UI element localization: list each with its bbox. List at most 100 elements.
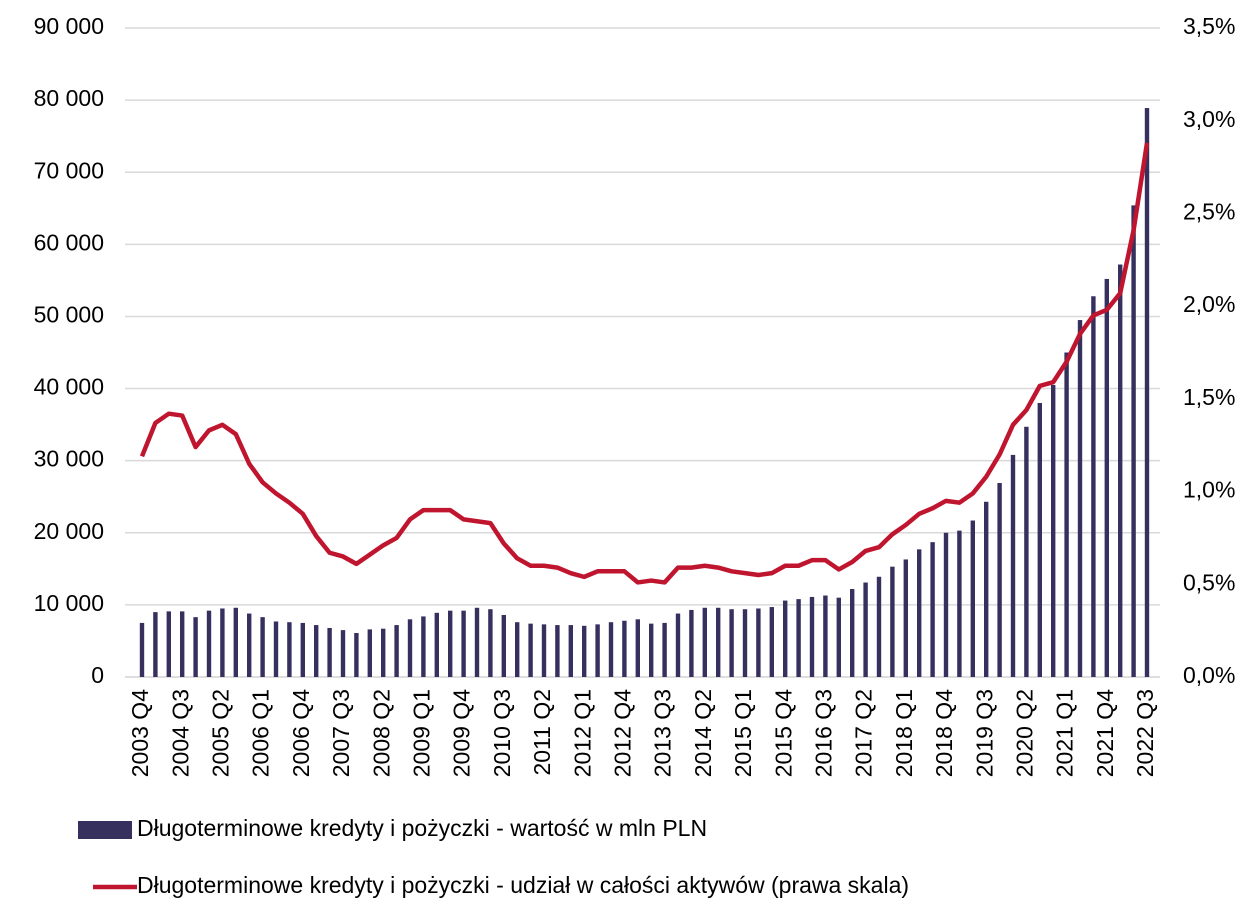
bar bbox=[474, 607, 480, 677]
bar bbox=[434, 612, 439, 677]
bar bbox=[689, 609, 694, 677]
y-tick-label: 10 000 bbox=[34, 590, 104, 616]
bar bbox=[300, 622, 305, 677]
bar bbox=[327, 627, 332, 677]
x-tick-label: 2009 Q1 bbox=[408, 689, 434, 777]
x-tick-label: 2015 Q4 bbox=[770, 689, 796, 777]
bar bbox=[756, 608, 761, 677]
bar bbox=[622, 620, 627, 677]
bar bbox=[595, 624, 600, 677]
bar bbox=[407, 619, 413, 677]
bar bbox=[943, 532, 949, 677]
y-tick-label: 50 000 bbox=[34, 302, 104, 328]
bar bbox=[930, 542, 935, 677]
x-tick-label: 2010 Q3 bbox=[489, 689, 515, 777]
bar bbox=[582, 625, 587, 677]
x-tick-label: 2018 Q1 bbox=[891, 689, 917, 777]
y2-tick-label: 3,5% bbox=[1183, 13, 1235, 39]
bar bbox=[247, 613, 252, 677]
x-tick-label: 2015 Q1 bbox=[730, 689, 756, 777]
bar bbox=[139, 622, 145, 677]
x-tick-label: 2013 Q3 bbox=[650, 689, 676, 777]
bar bbox=[635, 619, 640, 677]
bar bbox=[220, 608, 225, 677]
x-tick-label: 2012 Q4 bbox=[609, 689, 635, 777]
x-tick-label: 2012 Q1 bbox=[569, 689, 595, 777]
x-tick-label: 2016 Q3 bbox=[810, 689, 836, 777]
legend-swatch bbox=[78, 821, 132, 839]
bar bbox=[1024, 426, 1029, 677]
bar bbox=[1010, 454, 1016, 677]
bar bbox=[608, 622, 614, 677]
x-tick-label: 2021 Q4 bbox=[1092, 689, 1118, 777]
bar bbox=[957, 530, 962, 677]
x-tick-label: 2004 Q3 bbox=[167, 689, 193, 777]
bar bbox=[1131, 205, 1136, 678]
bar bbox=[836, 597, 841, 677]
x-tick-label: 2019 Q3 bbox=[971, 689, 997, 777]
y-tick-label: 30 000 bbox=[34, 446, 104, 472]
bar bbox=[769, 607, 774, 677]
legend-label: Długoterminowe kredyty i pożyczki - udzi… bbox=[137, 872, 909, 898]
y2-tick-label: 0,5% bbox=[1183, 569, 1235, 595]
y2-tick-label: 1,0% bbox=[1183, 477, 1235, 503]
x-tick-label: 2011 Q2 bbox=[529, 689, 555, 776]
bar bbox=[287, 622, 292, 677]
bar bbox=[354, 633, 359, 677]
y-tick-label: 90 000 bbox=[34, 13, 104, 39]
bar bbox=[662, 622, 667, 677]
bar bbox=[809, 596, 815, 677]
x-tick-label: 2017 Q2 bbox=[851, 689, 877, 777]
y2-tick-label: 2,5% bbox=[1183, 199, 1235, 225]
bar bbox=[488, 609, 493, 677]
bar bbox=[340, 630, 346, 677]
x-tick-label: 2022 Q3 bbox=[1132, 689, 1158, 777]
y2-tick-label: 3,0% bbox=[1183, 106, 1235, 132]
x-tick-label: 2014 Q2 bbox=[690, 689, 716, 777]
bar bbox=[742, 609, 748, 677]
y2-tick-label: 1,5% bbox=[1183, 384, 1235, 410]
bar bbox=[850, 589, 855, 677]
bar bbox=[166, 611, 171, 677]
x-tick-label: 2018 Q4 bbox=[931, 689, 957, 777]
legend-label: Długoterminowe kredyty i pożyczki - wart… bbox=[137, 815, 707, 841]
bar bbox=[984, 501, 989, 677]
bar bbox=[675, 613, 681, 677]
y-tick-label: 70 000 bbox=[34, 157, 104, 183]
bar bbox=[1144, 108, 1150, 677]
bar bbox=[461, 610, 466, 677]
bar bbox=[702, 607, 707, 677]
bar bbox=[1118, 264, 1123, 677]
bar bbox=[314, 625, 319, 677]
x-tick-label: 2009 Q4 bbox=[449, 689, 475, 777]
y-tick-label: 0 bbox=[91, 662, 104, 688]
bar bbox=[180, 611, 185, 677]
y-tick-label: 40 000 bbox=[34, 374, 104, 400]
bar bbox=[823, 595, 828, 677]
bar bbox=[233, 607, 238, 677]
bar bbox=[448, 610, 453, 677]
bar bbox=[381, 628, 386, 677]
bar bbox=[528, 623, 533, 677]
bar bbox=[501, 614, 506, 677]
bar bbox=[1037, 402, 1042, 677]
bar bbox=[649, 623, 654, 677]
bar bbox=[515, 622, 520, 677]
y2-tick-label: 0,0% bbox=[1183, 662, 1235, 688]
bar bbox=[890, 566, 895, 677]
bar bbox=[367, 629, 372, 677]
bar bbox=[970, 520, 975, 677]
bar bbox=[421, 616, 426, 677]
x-tick-label: 2006 Q1 bbox=[248, 689, 274, 777]
bar bbox=[903, 559, 908, 677]
bar bbox=[568, 625, 573, 677]
y-tick-label: 20 000 bbox=[34, 518, 104, 544]
x-tick-label: 2020 Q2 bbox=[1011, 689, 1037, 777]
bar bbox=[716, 607, 721, 677]
bar bbox=[783, 600, 788, 677]
bar bbox=[863, 582, 868, 677]
bar bbox=[273, 621, 279, 677]
x-tick-label: 2005 Q2 bbox=[207, 689, 233, 777]
bar bbox=[1091, 296, 1096, 677]
